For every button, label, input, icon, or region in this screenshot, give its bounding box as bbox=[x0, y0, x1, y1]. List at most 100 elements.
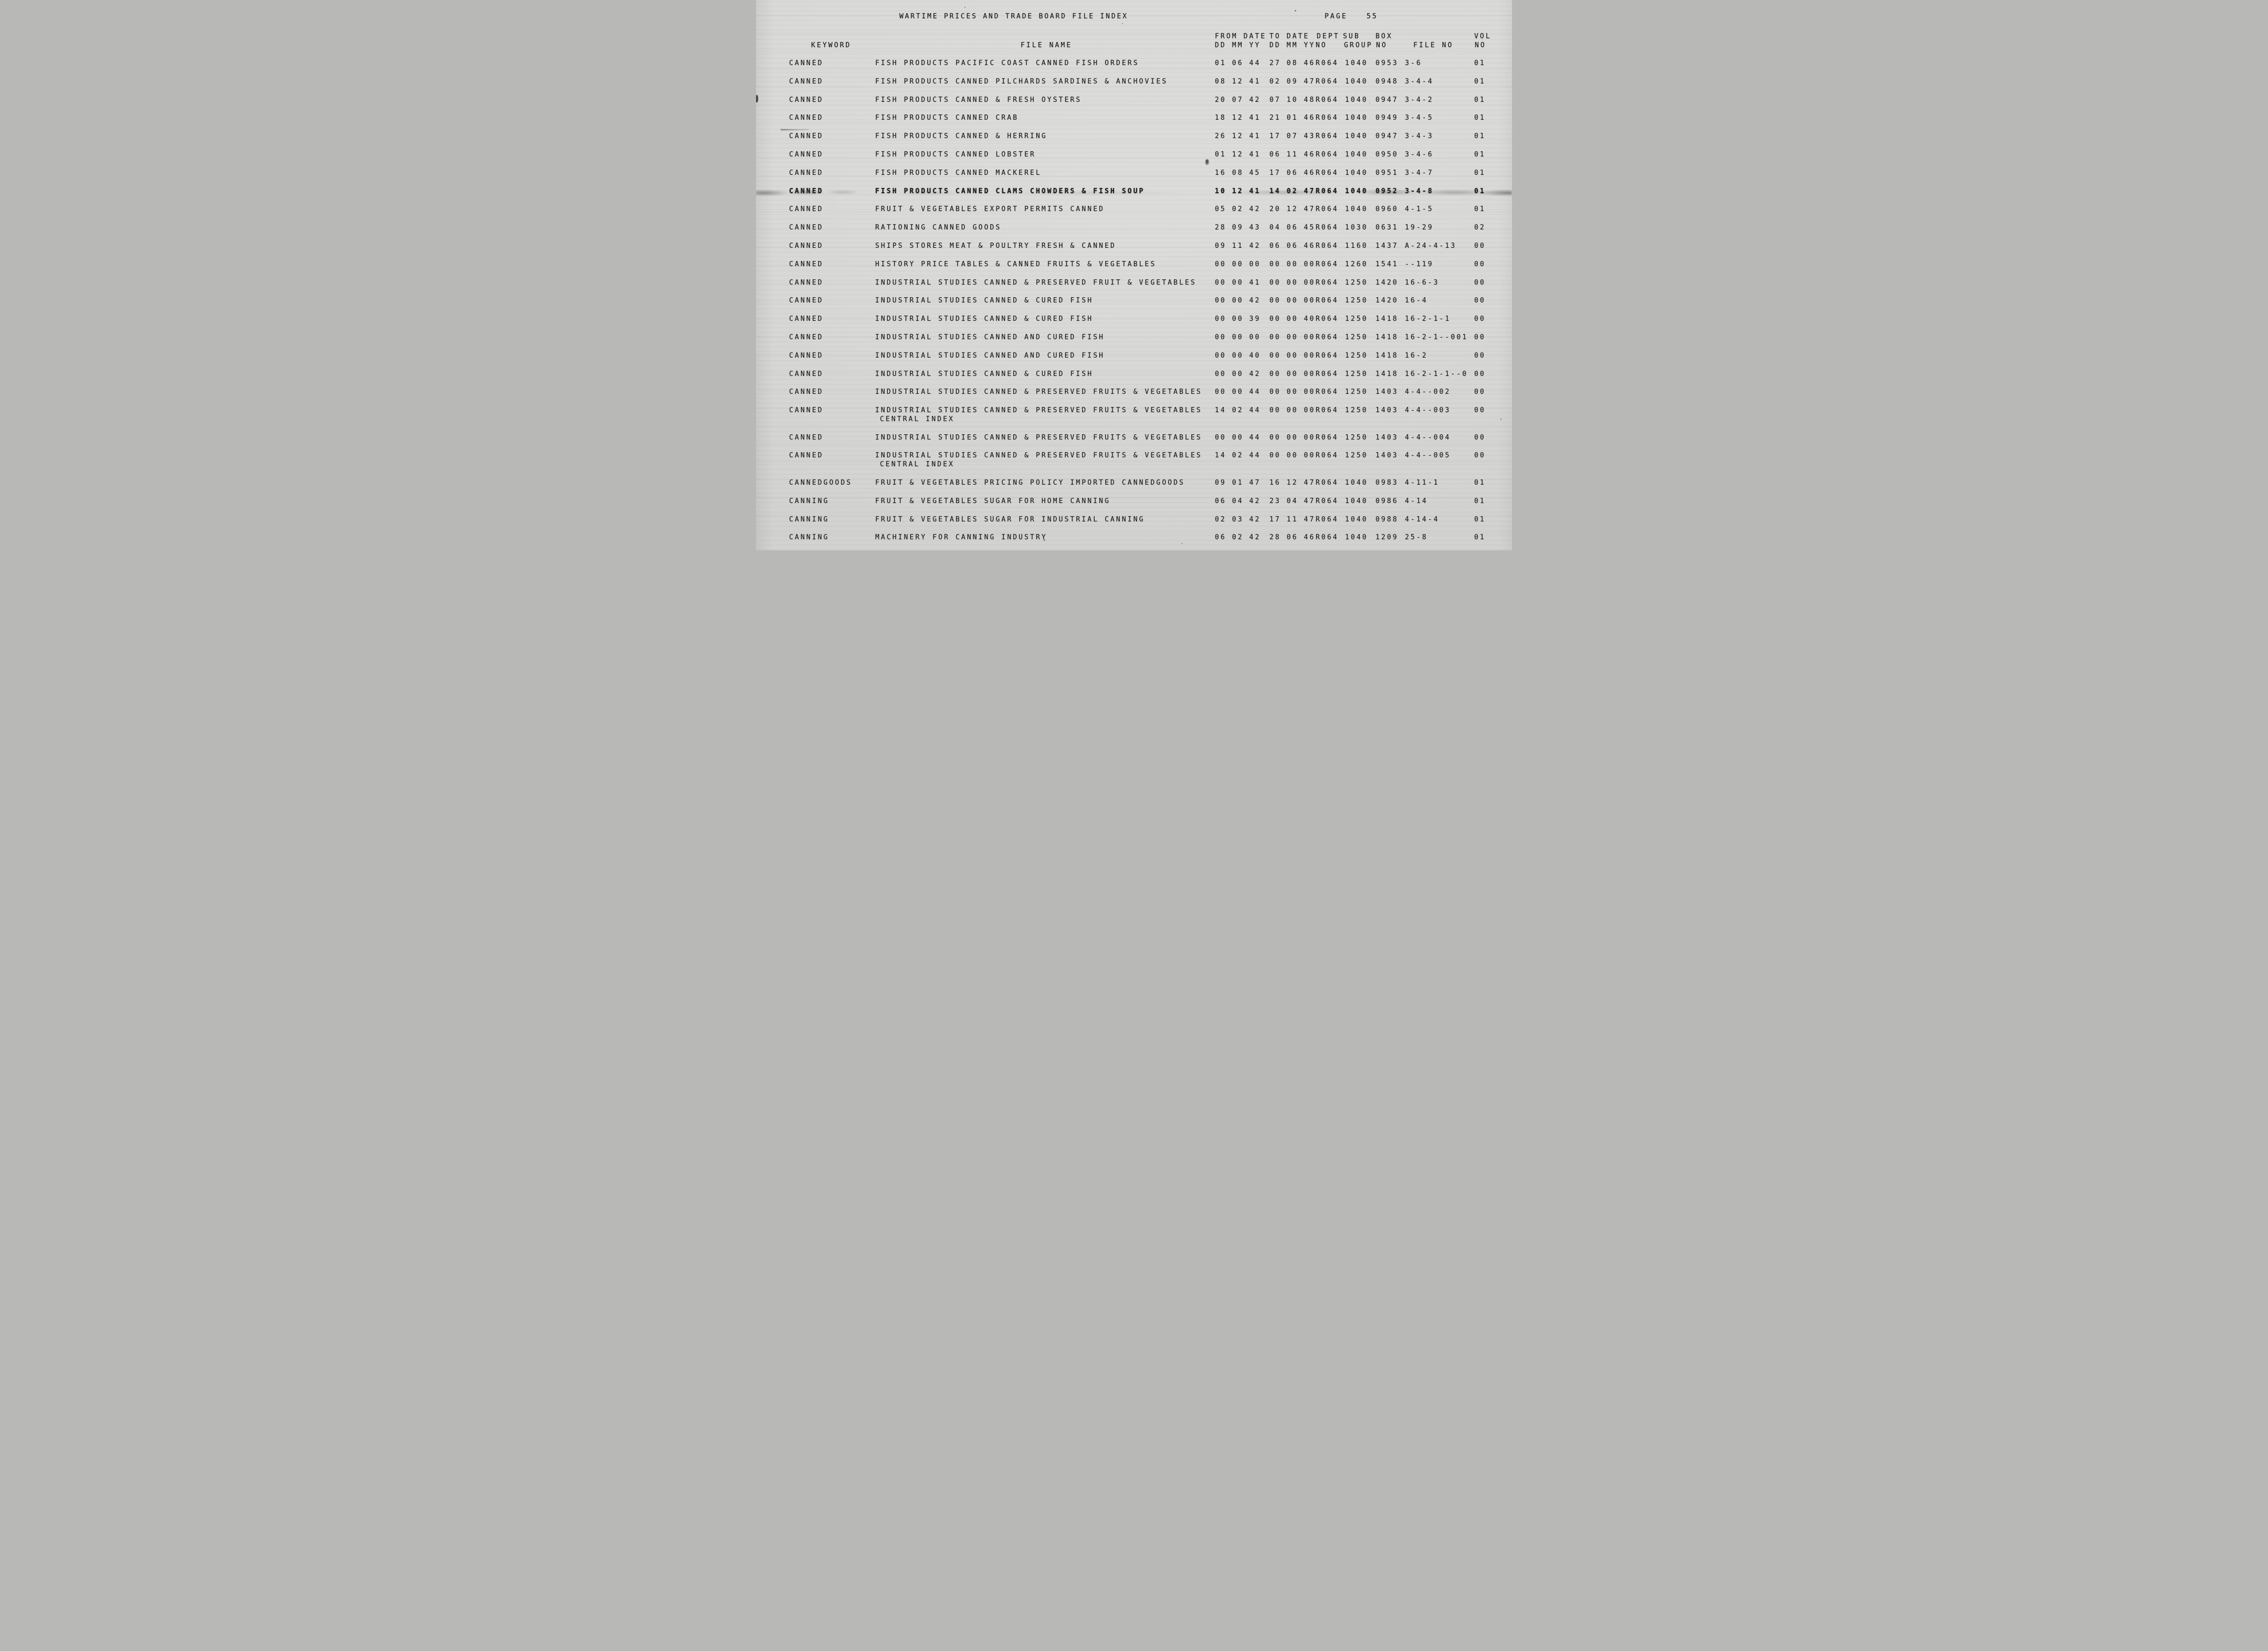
cell-sub-group: 1160 bbox=[1345, 242, 1368, 250]
cell-from-date: 00 00 44 bbox=[1215, 434, 1261, 442]
cell-sub-group: 1250 bbox=[1345, 333, 1368, 341]
paper-speck bbox=[1500, 419, 1502, 420]
cell-from-date: 00 00 42 bbox=[1215, 370, 1261, 378]
cell-file-no: 25-8 bbox=[1405, 534, 1428, 541]
cell-to-date: 00 00 40 bbox=[1269, 315, 1316, 323]
cell-vol-no: 01 bbox=[1474, 114, 1486, 122]
cell-keyword: CANNED bbox=[789, 187, 824, 195]
cell-keyword: CANNING bbox=[789, 534, 830, 541]
table-row: CANNED INDUSTRIAL STUDIES CANNED & PRESER… bbox=[756, 279, 1512, 289]
cell-dept-no: R064 bbox=[1316, 132, 1339, 140]
table-row: CANNEDGOODS FRUIT & VEGETABLES PRICING PO… bbox=[756, 479, 1512, 489]
cell-to-date: 21 01 46 bbox=[1269, 114, 1316, 122]
cell-file-no: 3-4-3 bbox=[1405, 132, 1434, 140]
cell-from-date: 09 11 42 bbox=[1215, 242, 1261, 250]
left-edge-ink-mark bbox=[756, 95, 758, 102]
cell-file-name: FISH PRODUCTS PACIFIC COAST CANNED FISH … bbox=[875, 59, 1139, 67]
cell-to-date: 17 07 43 bbox=[1269, 132, 1316, 140]
cell-from-date: 00 00 44 bbox=[1215, 388, 1261, 396]
cell-box-no: 0951 bbox=[1376, 169, 1399, 177]
cell-keyword: CANNED bbox=[789, 297, 824, 305]
cell-box-no: 0986 bbox=[1376, 497, 1399, 505]
cell-file-no: 4-4--005 bbox=[1405, 452, 1451, 459]
table-row: CANNED RATIONING CANNED GOODS 28 09 43 04 0… bbox=[756, 224, 1512, 234]
paper-speck bbox=[1122, 23, 1123, 24]
cell-to-date: 00 00 00 bbox=[1269, 434, 1316, 442]
cell-to-date: 17 11 47 bbox=[1269, 516, 1316, 524]
cell-file-name: FISH PRODUCTS CANNED & HERRING bbox=[875, 132, 1047, 140]
table-row: CANNED FISH PRODUCTS CANNED CRAB 18 12 41 2… bbox=[756, 114, 1512, 124]
cell-keyword: CANNED bbox=[789, 59, 824, 67]
cell-file-name: INDUSTRIAL STUDIES CANNED AND CURED FISH bbox=[875, 352, 1105, 360]
cell-dept-no: R064 bbox=[1316, 96, 1339, 104]
cell-box-no: 0960 bbox=[1376, 205, 1399, 213]
cell-file-no: 16-4 bbox=[1405, 297, 1428, 305]
table-row: CANNED INDUSTRIAL STUDIES CANNED & CURED … bbox=[756, 315, 1512, 326]
cell-to-date: 00 00 00 bbox=[1269, 352, 1316, 360]
cell-to-date: 14 02 47 bbox=[1269, 187, 1316, 195]
cell-vol-no: 00 bbox=[1474, 388, 1486, 396]
paper-speck bbox=[964, 7, 965, 8]
table-row: CANNED INDUSTRIAL STUDIES CANNED & PRESER… bbox=[756, 452, 1512, 468]
cell-keyword: CANNED bbox=[789, 114, 824, 122]
cell-keyword: CANNED bbox=[789, 388, 824, 396]
table-row: CANNED FISH PRODUCTS CANNED PILCHARDS SAR… bbox=[756, 78, 1512, 88]
table-row: CANNED INDUSTRIAL STUDIES CANNED AND CURE… bbox=[756, 333, 1512, 344]
cell-dept-no: R064 bbox=[1316, 333, 1339, 341]
cell-keyword: CANNED bbox=[789, 78, 824, 86]
cell-file-name: FISH PRODUCTS CANNED CRAB bbox=[875, 114, 1019, 122]
cell-to-date: 23 04 47 bbox=[1269, 497, 1316, 505]
cell-box-no: 0952 bbox=[1376, 187, 1399, 195]
cell-to-date: 00 00 00 bbox=[1269, 333, 1316, 341]
cell-file-no: 16-2 bbox=[1405, 352, 1428, 360]
cell-file-no: 4-4--004 bbox=[1405, 434, 1451, 442]
cell-box-no: 1209 bbox=[1376, 534, 1399, 541]
cell-from-date: 18 12 41 bbox=[1215, 114, 1261, 122]
cell-box-no: 1403 bbox=[1376, 434, 1399, 442]
column-header-vol: VOL bbox=[1474, 33, 1492, 40]
cell-to-date: 06 06 46 bbox=[1269, 242, 1316, 250]
cell-file-no: 16-2-1--001 bbox=[1405, 333, 1468, 341]
cell-vol-no: 01 bbox=[1474, 132, 1486, 140]
table-row: CANNED SHIPS STORES MEAT & POULTRY FRESH … bbox=[756, 242, 1512, 253]
column-header-to-date: TO DATE bbox=[1269, 33, 1310, 40]
cell-sub-group: 1040 bbox=[1345, 114, 1368, 122]
cell-sub-group: 1250 bbox=[1345, 406, 1368, 414]
cell-vol-no: 00 bbox=[1474, 315, 1486, 323]
cell-sub-group: 1040 bbox=[1345, 169, 1368, 177]
cell-dept-no: R064 bbox=[1316, 434, 1339, 442]
cell-to-date: 00 00 00 bbox=[1269, 297, 1316, 305]
cell-from-date: 09 01 47 bbox=[1215, 479, 1261, 487]
cell-to-date: 16 12 47 bbox=[1269, 479, 1316, 487]
table-row: CANNED INDUSTRIAL STUDIES CANNED & PRESER… bbox=[756, 406, 1512, 423]
cell-vol-no: 00 bbox=[1474, 452, 1486, 459]
cell-vol-no: 00 bbox=[1474, 352, 1486, 360]
cell-box-no: 1420 bbox=[1376, 279, 1399, 287]
cell-file-name: INDUSTRIAL STUDIES CANNED AND CURED FISH bbox=[875, 333, 1105, 341]
column-header-from-ddmmyy: DD MM YY bbox=[1215, 41, 1261, 49]
cell-vol-no: 01 bbox=[1474, 479, 1486, 487]
cell-file-name: FISH PRODUCTS CANNED PILCHARDS SARDINES … bbox=[875, 78, 1168, 86]
cell-dept-no: R064 bbox=[1316, 242, 1339, 250]
paper-speck bbox=[1044, 539, 1045, 541]
cell-file-no: 4-14-4 bbox=[1405, 516, 1440, 524]
cell-file-name: INDUSTRIAL STUDIES CANNED & CURED FISH bbox=[875, 297, 1094, 305]
cell-sub-group: 1040 bbox=[1345, 187, 1368, 195]
table-row: CANNED INDUSTRIAL STUDIES CANNED AND CURE… bbox=[756, 352, 1512, 362]
cell-from-date: 00 00 40 bbox=[1215, 352, 1261, 360]
table-row: CANNED FISH PRODUCTS CANNED & HERRING 26 1… bbox=[756, 132, 1512, 143]
cell-vol-no: 01 bbox=[1474, 187, 1486, 195]
cell-dept-no: R064 bbox=[1316, 297, 1339, 305]
cell-dept-no: R064 bbox=[1316, 151, 1339, 159]
cell-from-date: 02 03 42 bbox=[1215, 516, 1261, 524]
cell-file-no: 3-4-8 bbox=[1405, 187, 1434, 195]
cell-keyword: CANNING bbox=[789, 497, 830, 505]
cell-sub-group: 1040 bbox=[1345, 516, 1368, 524]
cell-file-no: 16-6-3 bbox=[1405, 279, 1440, 287]
cell-file-no: --119 bbox=[1405, 260, 1434, 268]
cell-dept-no: R064 bbox=[1316, 260, 1339, 268]
cell-dept-no: R064 bbox=[1316, 169, 1339, 177]
cell-sub-group: 1250 bbox=[1345, 452, 1368, 459]
cell-sub-group: 1040 bbox=[1345, 132, 1368, 140]
column-header-from-date: FROM DATE bbox=[1215, 33, 1267, 40]
